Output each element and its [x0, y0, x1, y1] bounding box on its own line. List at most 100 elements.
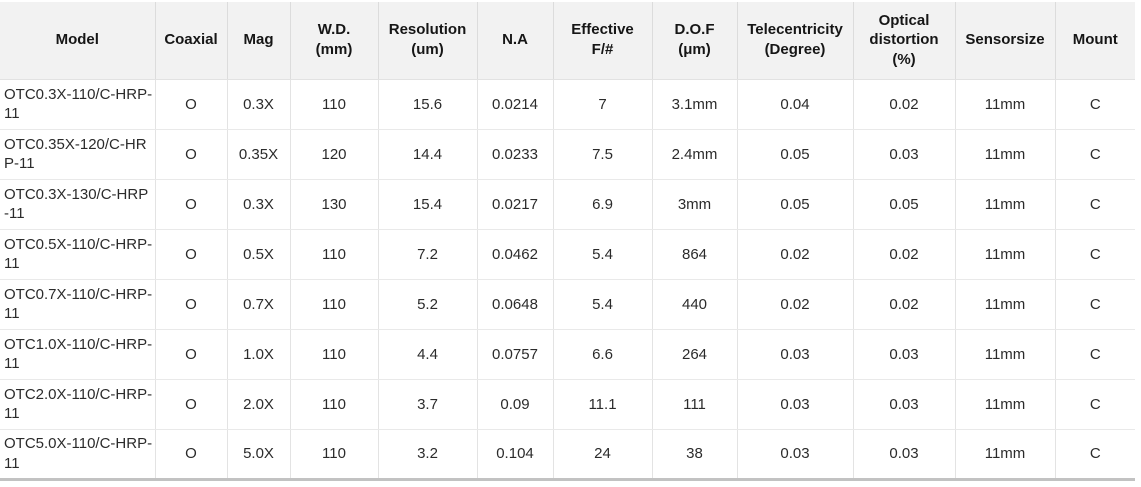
table-cell: 6.9 — [553, 179, 653, 230]
table-cell: C — [1055, 379, 1135, 430]
table-cell: 0.09 — [477, 379, 554, 430]
table-cell: O — [155, 329, 228, 380]
table-cell: 11mm — [955, 379, 1056, 430]
table-row: OTC0.35X-120/C-HRP-11 O 0.35X 120 14.4 0.0233… — [0, 129, 1135, 180]
table-cell: 0.03 — [853, 129, 956, 180]
table-row: OTC1.0X-110/C-HRP-11 O 1.0X 110 4.4 0.0757 6.6… — [0, 329, 1135, 380]
table-cell: O — [155, 229, 228, 280]
table-row: OTC5.0X-110/C-HRP-11 O 5.0X 110 3.2 0.104 24 38… — [0, 429, 1135, 479]
table-cell: 15.6 — [378, 79, 478, 130]
table-cell: 5.4 — [553, 279, 653, 330]
table-cell: 130 — [290, 179, 379, 230]
table-cell: C — [1055, 129, 1135, 180]
table-cell: C — [1055, 329, 1135, 380]
model-cell: OTC2.0X-110/C-HRP-11 — [0, 379, 156, 430]
table-cell: 110 — [290, 279, 379, 330]
table-cell: 0.02 — [853, 229, 956, 280]
column-header-3: W.D. (mm) — [290, 2, 379, 80]
lens-spec-table: Model Coaxial Mag W.D. (mm) Resolution (um) N… — [0, 2, 1135, 481]
table-cell: 11mm — [955, 179, 1056, 230]
table-cell: 111 — [652, 379, 738, 430]
table-cell: 0.03 — [853, 429, 956, 479]
table-cell: 11mm — [955, 79, 1056, 130]
table-body: OTC0.3X-110/C-HRP-11 O 0.3X 110 15.6 0.0214 7 3… — [0, 79, 1135, 479]
table-row: OTC2.0X-110/C-HRP-11 O 2.0X 110 3.7 0.09 11.1 1… — [0, 379, 1135, 430]
table-cell: 0.0648 — [477, 279, 554, 330]
column-header-2: Mag — [227, 2, 291, 80]
table-cell: 2.0X — [227, 379, 291, 430]
table-cell: 0.0233 — [477, 129, 554, 180]
table-cell: 0.0214 — [477, 79, 554, 130]
table-cell: 110 — [290, 229, 379, 280]
table-cell: 0.05 — [737, 129, 854, 180]
table-cell: C — [1055, 229, 1135, 280]
table-cell: 2.4mm — [652, 129, 738, 180]
table-cell: 0.03 — [853, 379, 956, 430]
model-cell: OTC5.0X-110/C-HRP-11 — [0, 429, 156, 479]
table-cell: 0.0462 — [477, 229, 554, 280]
table-cell: 0.03 — [737, 379, 854, 430]
table-cell: C — [1055, 179, 1135, 230]
table-cell: 5.4 — [553, 229, 653, 280]
table-cell: 0.05 — [853, 179, 956, 230]
table-cell: 3.1mm — [652, 79, 738, 130]
table-cell: 0.04 — [737, 79, 854, 130]
table-cell: 4.4 — [378, 329, 478, 380]
model-cell: OTC0.5X-110/C-HRP-11 — [0, 229, 156, 280]
column-header-7: D.O.F (μm) — [652, 2, 738, 80]
table-cell: C — [1055, 79, 1135, 130]
table-cell: 110 — [290, 329, 379, 380]
table-cell: 864 — [652, 229, 738, 280]
table-cell: O — [155, 129, 228, 180]
table-cell: C — [1055, 429, 1135, 479]
table-cell: 0.03 — [853, 329, 956, 380]
table-cell: 11mm — [955, 279, 1056, 330]
table-cell: 264 — [652, 329, 738, 380]
header-row: Model Coaxial Mag W.D. (mm) Resolution (um) N… — [0, 2, 1135, 80]
table-row: OTC0.3X-110/C-HRP-11 O 0.3X 110 15.6 0.0214 7 3… — [0, 79, 1135, 130]
column-header-0: Model — [0, 2, 156, 80]
table-cell: 5.0X — [227, 429, 291, 479]
table-cell: 0.5X — [227, 229, 291, 280]
table-cell: 0.02 — [853, 79, 956, 130]
column-header-9: Optical distortion (%) — [853, 2, 956, 80]
table-cell: 11mm — [955, 229, 1056, 280]
table-cell: 1.0X — [227, 329, 291, 380]
table-cell: 7 — [553, 79, 653, 130]
table-cell: 0.02 — [853, 279, 956, 330]
model-cell: OTC0.7X-110/C-HRP-11 — [0, 279, 156, 330]
table-row: OTC0.7X-110/C-HRP-11 O 0.7X 110 5.2 0.0648 5.4… — [0, 279, 1135, 330]
table-cell: 7.2 — [378, 229, 478, 280]
table-cell: 0.7X — [227, 279, 291, 330]
table-cell: 11.1 — [553, 379, 653, 430]
table-cell: 15.4 — [378, 179, 478, 230]
column-header-5: N.A — [477, 2, 554, 80]
table-cell: 11mm — [955, 429, 1056, 479]
table-row: OTC0.3X-130/C-HRP-11 O 0.3X 130 15.4 0.0217 6.… — [0, 179, 1135, 230]
table-cell: 3.7 — [378, 379, 478, 430]
table-cell: 3.2 — [378, 429, 478, 479]
table-cell: 110 — [290, 429, 379, 479]
table-cell: 440 — [652, 279, 738, 330]
table-header: Model Coaxial Mag W.D. (mm) Resolution (um) N… — [0, 2, 1135, 80]
table-cell: 0.02 — [737, 279, 854, 330]
table-cell: 110 — [290, 379, 379, 430]
model-cell: OTC0.3X-130/C-HRP-11 — [0, 179, 156, 230]
table-cell: 6.6 — [553, 329, 653, 380]
table-cell: C — [1055, 279, 1135, 330]
table-cell: 0.03 — [737, 329, 854, 380]
table-cell: 0.104 — [477, 429, 554, 479]
table-cell: 0.35X — [227, 129, 291, 180]
table-cell: O — [155, 179, 228, 230]
column-header-6: Effective F/# — [553, 2, 653, 80]
table-cell: 0.3X — [227, 79, 291, 130]
column-header-1: Coaxial — [155, 2, 228, 80]
table-cell: 110 — [290, 79, 379, 130]
table-cell: 11mm — [955, 329, 1056, 380]
table-cell: 5.2 — [378, 279, 478, 330]
table-cell: 11mm — [955, 129, 1056, 180]
column-header-8: Telecentricity (Degree) — [737, 2, 854, 80]
column-header-11: Mount — [1055, 2, 1135, 80]
table-row: OTC0.5X-110/C-HRP-11 O 0.5X 110 7.2 0.0462 5.4… — [0, 229, 1135, 280]
